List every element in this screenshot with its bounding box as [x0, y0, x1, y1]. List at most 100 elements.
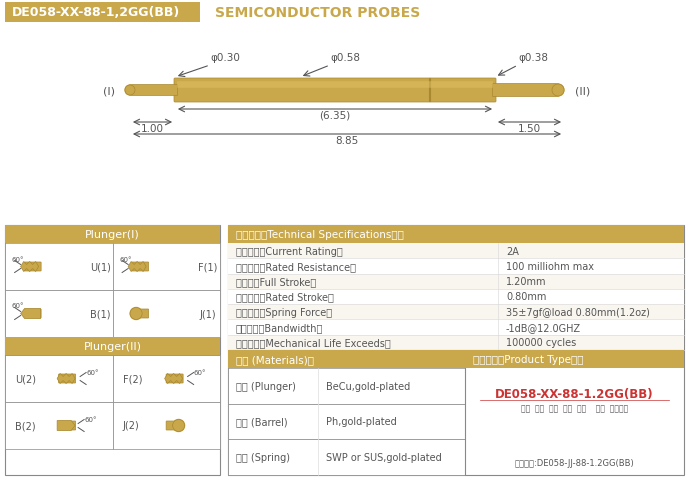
Text: 60°: 60°: [194, 370, 206, 376]
Bar: [228, 320, 684, 335]
Bar: [465, 350, 684, 475]
FancyBboxPatch shape: [166, 374, 183, 383]
FancyBboxPatch shape: [132, 309, 149, 318]
Bar: [5, 226, 220, 243]
Circle shape: [173, 420, 185, 432]
Text: F(2): F(2): [123, 374, 142, 384]
Text: U(2): U(2): [15, 374, 36, 384]
Bar: [5, 290, 112, 337]
Text: 额定电流（Current Rating）: 额定电流（Current Rating）: [236, 246, 342, 256]
Text: 额定弹力（Spring Force）: 额定弹力（Spring Force）: [236, 307, 332, 317]
FancyBboxPatch shape: [166, 421, 183, 430]
Text: J(2): J(2): [123, 420, 139, 431]
Text: U(1): U(1): [90, 262, 111, 272]
Text: 针管 (Barrel): 针管 (Barrel): [236, 417, 287, 427]
FancyBboxPatch shape: [493, 84, 559, 97]
Bar: [228, 274, 684, 289]
Text: 60°: 60°: [84, 417, 96, 422]
Text: 100 milliohm max: 100 milliohm max: [506, 262, 594, 271]
Bar: [5, 402, 112, 449]
Polygon shape: [165, 374, 183, 384]
Bar: [228, 226, 684, 350]
Bar: [228, 350, 465, 368]
Text: 60°: 60°: [12, 303, 24, 309]
Bar: [228, 404, 465, 439]
Text: φ0.58: φ0.58: [330, 53, 360, 63]
Bar: [5, 355, 220, 356]
Circle shape: [130, 308, 142, 320]
Bar: [228, 368, 465, 404]
FancyBboxPatch shape: [59, 421, 76, 430]
Text: 技术要求（Technical Specifications）：: 技术要求（Technical Specifications）：: [236, 229, 404, 240]
Text: φ0.38: φ0.38: [518, 53, 548, 63]
Bar: [228, 304, 684, 320]
Bar: [112, 402, 220, 449]
FancyBboxPatch shape: [5, 3, 200, 23]
Text: DE058-XX-88-1,2GG(BB): DE058-XX-88-1,2GG(BB): [12, 7, 181, 20]
Bar: [5, 226, 220, 475]
Text: 测试寿命（Mechanical Life Exceeds）: 测试寿命（Mechanical Life Exceeds）: [236, 337, 391, 348]
Bar: [228, 259, 684, 274]
Text: 1.00: 1.00: [141, 124, 164, 134]
Bar: [5, 337, 220, 355]
Bar: [228, 226, 684, 243]
Text: Ph,gold-plated: Ph,gold-plated: [326, 417, 397, 427]
Text: 60°: 60°: [119, 256, 132, 262]
Polygon shape: [21, 262, 39, 272]
Text: SEMICONDUCTOR PROBES: SEMICONDUCTOR PROBES: [215, 6, 420, 20]
FancyBboxPatch shape: [59, 374, 76, 383]
Text: 系列  规格  头型  归长  弹力    镀金  针头材质: 系列 规格 头型 归长 弹力 镀金 针头材质: [521, 403, 628, 412]
Text: 满行程（Full Stroke）: 满行程（Full Stroke）: [236, 276, 316, 287]
Bar: [228, 439, 465, 475]
FancyBboxPatch shape: [174, 79, 496, 103]
Circle shape: [552, 85, 564, 97]
Text: 0.80mm: 0.80mm: [506, 292, 546, 302]
Circle shape: [125, 86, 135, 96]
Bar: [465, 350, 684, 368]
Text: 额定电阻（Rated Resistance）: 额定电阻（Rated Resistance）: [236, 262, 356, 271]
Bar: [112, 243, 220, 290]
Bar: [228, 289, 684, 304]
Polygon shape: [128, 262, 146, 272]
Text: φ0.30: φ0.30: [210, 53, 240, 63]
Text: 8.85: 8.85: [336, 136, 359, 146]
Text: 成品型号（Product Type）：: 成品型号（Product Type）：: [473, 354, 584, 364]
Text: B(1): B(1): [90, 309, 111, 319]
Text: -1dB@12.0GHZ: -1dB@12.0GHZ: [506, 323, 581, 332]
Text: B(2): B(2): [15, 420, 36, 431]
Text: F(1): F(1): [198, 262, 218, 272]
Text: 1.50: 1.50: [518, 124, 541, 134]
Text: Plunger(I): Plunger(I): [85, 229, 140, 240]
Text: 弹簧 (Spring): 弹簧 (Spring): [236, 452, 290, 462]
Polygon shape: [21, 309, 41, 319]
Text: 针头 (Plunger): 针头 (Plunger): [236, 381, 296, 391]
FancyBboxPatch shape: [177, 82, 493, 89]
FancyBboxPatch shape: [24, 309, 41, 318]
Bar: [228, 335, 684, 350]
Text: (II): (II): [575, 86, 590, 96]
Text: J(1): J(1): [200, 309, 216, 319]
Bar: [5, 243, 112, 290]
Text: 材质 (Materials)：: 材质 (Materials)：: [236, 354, 314, 364]
Polygon shape: [57, 374, 75, 384]
Text: (I): (I): [103, 86, 115, 96]
Bar: [5, 355, 112, 402]
FancyBboxPatch shape: [24, 263, 41, 271]
FancyBboxPatch shape: [132, 263, 149, 271]
Text: 额定行程（Rated Stroke）: 额定行程（Rated Stroke）: [236, 292, 334, 302]
Bar: [228, 350, 465, 475]
Bar: [228, 243, 684, 259]
Text: (6.35): (6.35): [320, 111, 351, 121]
Text: 100000 cycles: 100000 cycles: [506, 337, 576, 348]
Text: SWP or SUS,gold-plated: SWP or SUS,gold-plated: [326, 452, 442, 462]
Text: 1.20mm: 1.20mm: [506, 276, 546, 287]
Text: 订购举例:DE058-JJ-88-1.2GG(BB): 订购举例:DE058-JJ-88-1.2GG(BB): [515, 458, 635, 468]
Text: Plunger(II): Plunger(II): [83, 341, 141, 351]
Text: 频率带宽（Bandwidth）: 频率带宽（Bandwidth）: [236, 323, 323, 332]
Text: DE058-XX-88-1.2GG(BB): DE058-XX-88-1.2GG(BB): [495, 387, 654, 400]
Bar: [112, 290, 220, 337]
Text: BeCu,gold-plated: BeCu,gold-plated: [326, 381, 411, 391]
Text: 60°: 60°: [86, 370, 99, 376]
Polygon shape: [57, 420, 75, 431]
Text: 60°: 60°: [12, 256, 24, 262]
